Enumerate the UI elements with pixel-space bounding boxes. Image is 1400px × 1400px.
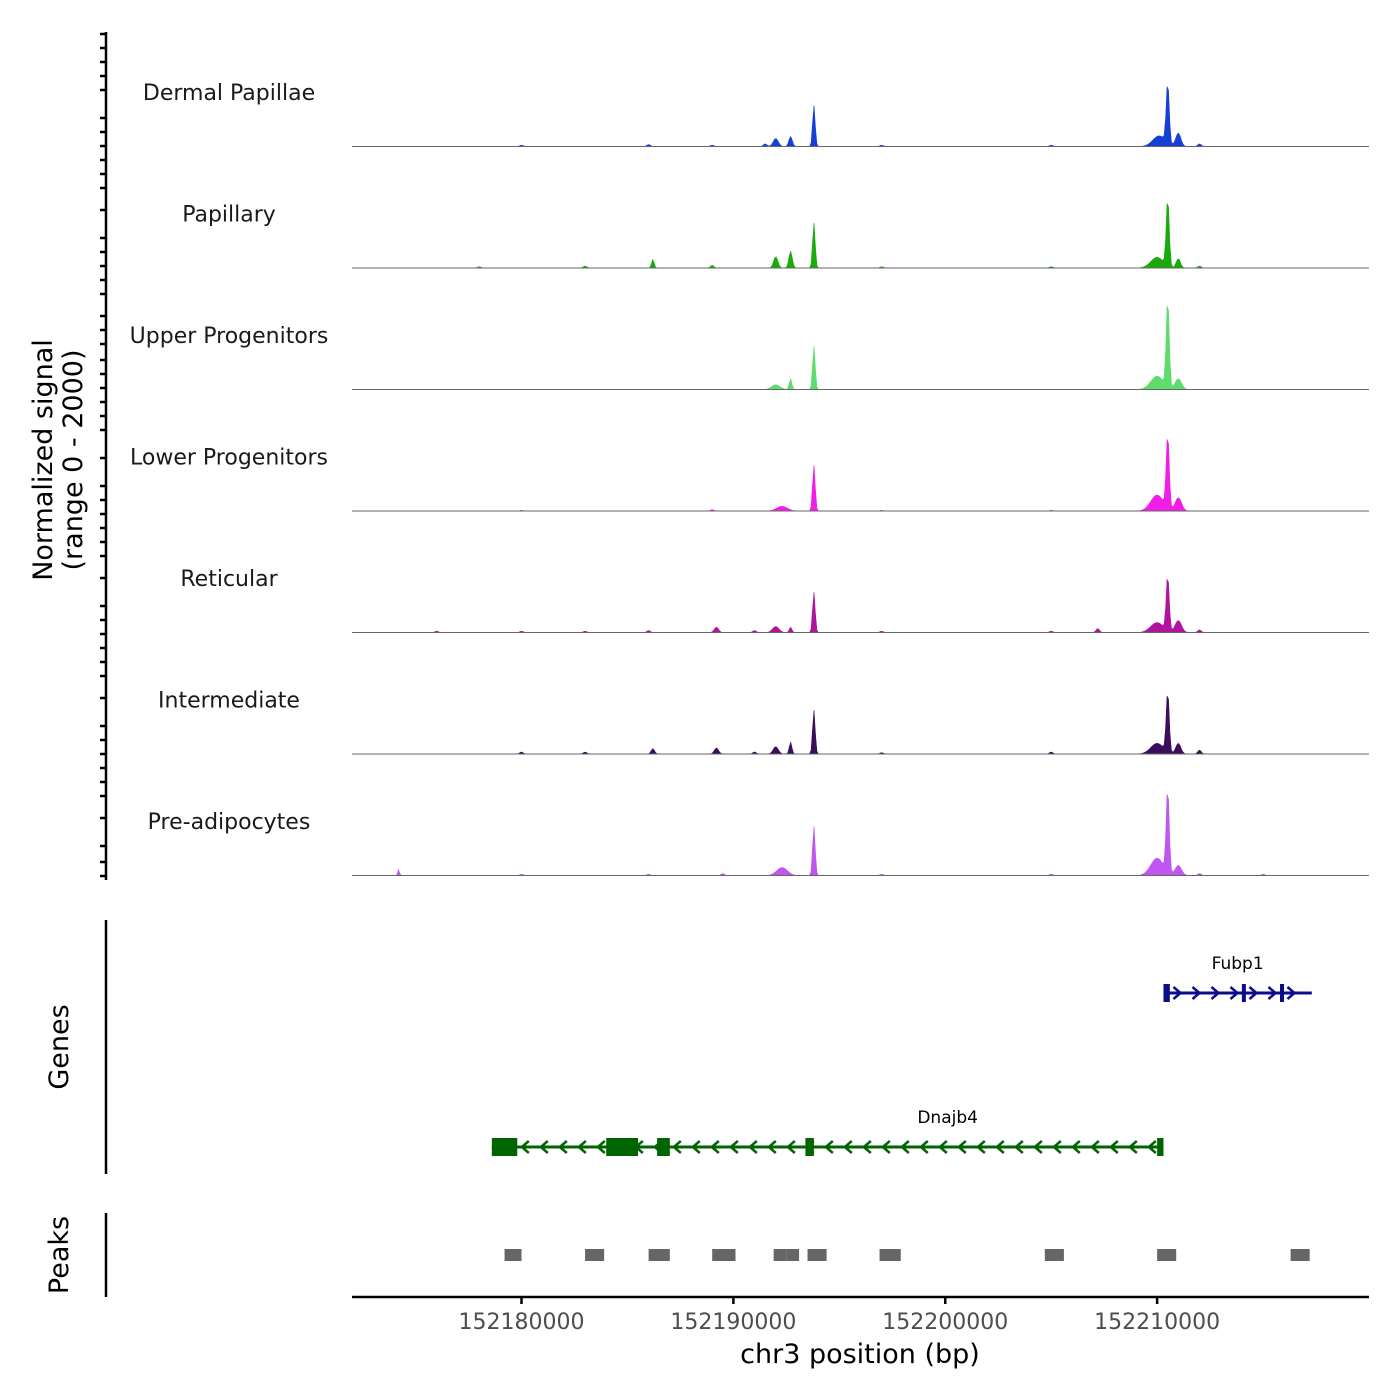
strand-chevron	[785, 1140, 796, 1154]
strand-chevron	[956, 1140, 967, 1154]
x-tick-label-0: 152180000	[459, 1310, 585, 1335]
strand-chevron	[1210, 986, 1221, 1000]
strand-chevron	[1191, 986, 1202, 1000]
strand-chevron	[709, 1140, 720, 1154]
peak-region-2	[648, 1249, 670, 1261]
strand-chevron	[861, 1140, 872, 1154]
strand-chevron	[728, 1140, 739, 1154]
track-label-0: Dermal Papillae	[143, 81, 315, 106]
peak-regions	[504, 1249, 1310, 1261]
strand-chevron	[1089, 1140, 1100, 1154]
gene-label-Dnajb4: Dnajb4	[917, 1108, 978, 1128]
strand-chevron	[690, 1140, 701, 1154]
y-axis-label-line1: Normalized signal	[28, 339, 59, 581]
peak-region-8	[1044, 1249, 1064, 1261]
exon-Fubp1-2	[1280, 984, 1285, 1002]
strand-chevron	[899, 1140, 910, 1154]
peak-region-6	[807, 1249, 827, 1261]
peak-region-4	[773, 1249, 787, 1261]
strand-chevron	[1229, 986, 1240, 1000]
strand-chevron	[538, 1140, 549, 1154]
strand-chevron	[1286, 986, 1297, 1000]
gene-annotations: Fubp1 Dnajb4	[491, 954, 1312, 1156]
peak-region-3	[712, 1249, 736, 1261]
y-axis-label-line2: (range 0 - 2000)	[58, 350, 89, 571]
track-label-2: Upper Progenitors	[130, 324, 329, 349]
exon-Dnajb4-2	[657, 1138, 670, 1156]
strand-chevron	[766, 1140, 777, 1154]
signal-area-3	[352, 439, 1369, 512]
signal-area-6	[352, 794, 1369, 876]
strand-chevron	[937, 1140, 948, 1154]
exon-Fubp1-0	[1163, 984, 1170, 1002]
strand-chevron	[1267, 986, 1278, 1000]
signal-area-0	[352, 86, 1369, 147]
strand-chevron	[1032, 1140, 1043, 1154]
exon-Dnajb4-0	[491, 1138, 518, 1156]
signal-area-4	[352, 578, 1369, 633]
peak-region-9	[1157, 1249, 1177, 1261]
peak-region-1	[585, 1249, 605, 1261]
exon-Fubp1-1	[1241, 984, 1246, 1002]
strand-chevron	[1146, 1140, 1157, 1154]
x-tick-label-2: 152200000	[882, 1310, 1008, 1335]
peak-region-10	[1290, 1249, 1310, 1261]
signal-area-2	[352, 305, 1369, 390]
strand-chevron	[1127, 1140, 1138, 1154]
genes-section-label: Genes	[44, 1004, 75, 1089]
peak-region-0	[504, 1249, 522, 1261]
x-tick-label-1: 152190000	[670, 1310, 796, 1335]
exon-Dnajb4-1	[606, 1138, 639, 1156]
peak-region-5	[786, 1249, 800, 1261]
signal-area-5	[352, 695, 1369, 755]
x-axis-ticks: 152180000 152190000 152200000 152210000	[459, 1297, 1220, 1335]
signal-area-1	[352, 203, 1369, 269]
strand-chevron	[519, 1140, 530, 1154]
strand-chevron	[1108, 1140, 1119, 1154]
strand-chevron	[1248, 986, 1259, 1000]
strand-chevron	[1070, 1140, 1081, 1154]
strand-chevron	[557, 1140, 568, 1154]
peaks-section-label: Peaks	[44, 1216, 75, 1294]
peak-region-7	[879, 1249, 901, 1261]
strand-chevron	[1013, 1140, 1024, 1154]
strand-chevron	[918, 1140, 929, 1154]
exon-Dnajb4-3	[805, 1138, 814, 1156]
strand-chevron	[747, 1140, 758, 1154]
strand-chevron	[595, 1140, 606, 1154]
strand-chevron	[994, 1140, 1005, 1154]
strand-chevron	[823, 1140, 834, 1154]
strand-chevron	[671, 1140, 682, 1154]
track-label-3: Lower Progenitors	[130, 446, 328, 471]
strand-chevron	[880, 1140, 891, 1154]
strand-chevron	[975, 1140, 986, 1154]
track-label-5: Intermediate	[158, 689, 300, 714]
track-label-6: Pre-adipocytes	[148, 810, 311, 835]
track-label-4: Reticular	[180, 567, 278, 592]
strand-chevron	[842, 1140, 853, 1154]
coverage-y-axis-ticks	[100, 32, 106, 878]
coverage-tracks: Dermal Papillae Papillary Upper Progenitor…	[130, 81, 1369, 876]
strand-chevron	[1172, 986, 1183, 1000]
exon-Dnajb4-4	[1157, 1138, 1164, 1156]
gene-label-Fubp1: Fubp1	[1212, 954, 1264, 974]
x-axis-label: chr3 position (bp)	[740, 1339, 980, 1370]
x-tick-label-3: 152210000	[1094, 1310, 1220, 1335]
strand-chevron	[1051, 1140, 1062, 1154]
track-label-1: Papillary	[182, 203, 276, 228]
strand-chevron	[576, 1140, 587, 1154]
